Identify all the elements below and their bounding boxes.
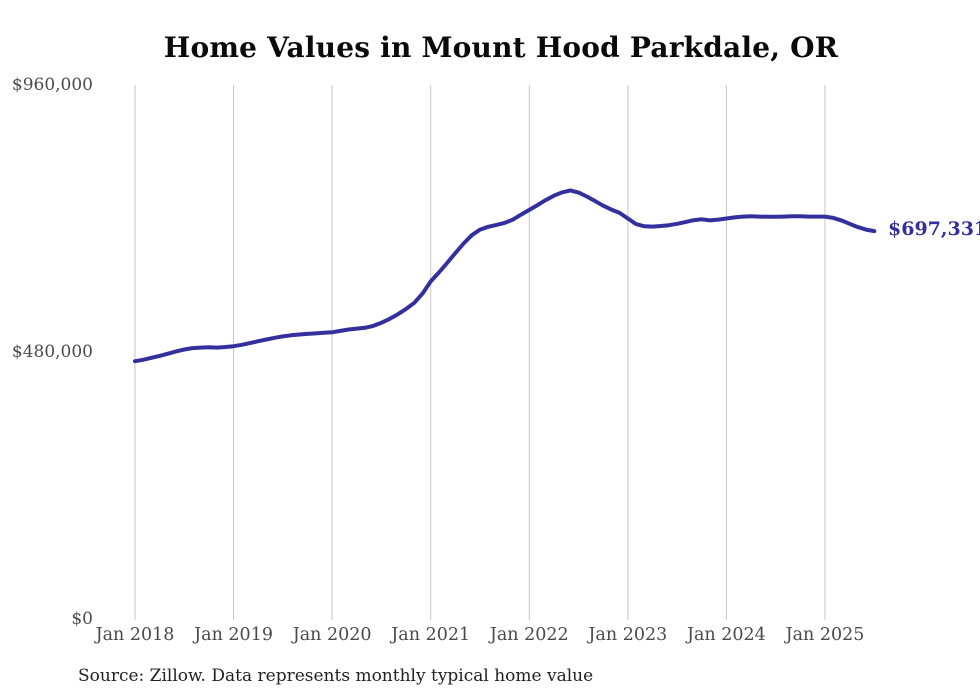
x-axis-tick-label: Jan 2025 — [785, 625, 865, 645]
current-value-label: $697,331 — [888, 218, 980, 241]
x-axis-tick-label: Jan 2022 — [489, 625, 569, 645]
y-axis-tick-label: $960,000 — [11, 75, 93, 95]
source-note: Source: Zillow. Data represents monthly … — [78, 666, 594, 686]
chart-title: Home Values in Mount Hood Parkdale, OR — [163, 31, 839, 64]
y-axis-tick-label: $0 — [71, 609, 93, 629]
home-value-line — [133, 188, 877, 364]
x-axis-tick-label: Jan 2023 — [588, 625, 668, 645]
x-axis-tick-label: Jan 2021 — [391, 625, 471, 645]
x-axis-tick-label: Jan 2024 — [686, 625, 766, 645]
y-axis-tick-label: $480,000 — [11, 342, 93, 362]
x-axis-tick-label: Jan 2019 — [194, 625, 273, 645]
x-axis-tick-label: Jan 2018 — [95, 625, 175, 645]
x-axis-tick-label: Jan 2020 — [292, 625, 372, 645]
